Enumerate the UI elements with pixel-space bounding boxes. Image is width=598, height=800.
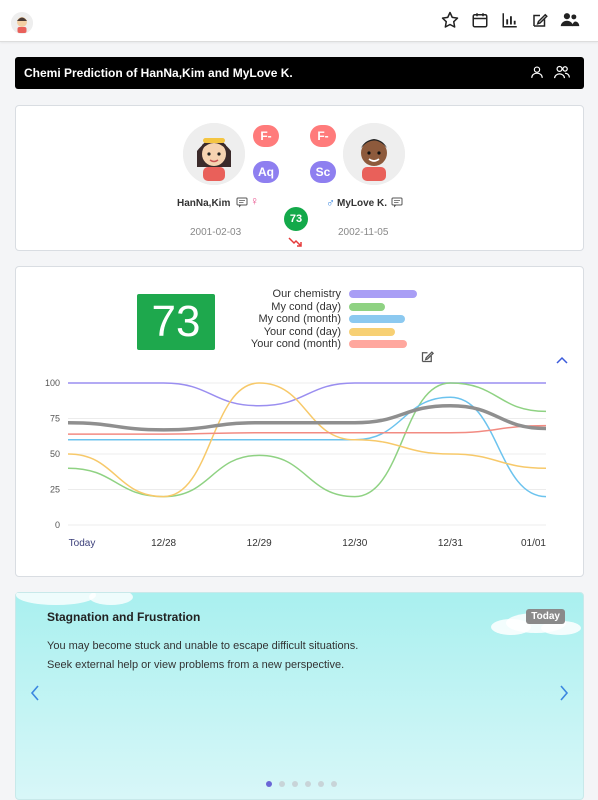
insight-line-2: Seek external help or view problems from… [47, 659, 345, 671]
legend-swatch [349, 290, 417, 298]
header-actions [440, 10, 580, 30]
carousel-dot[interactable] [318, 781, 324, 787]
insight-title: Stagnation and Frustration [47, 610, 201, 624]
insight-card: Stagnation and Frustration Today You may… [15, 592, 584, 800]
x-tick-label: Today [69, 538, 96, 549]
y-tick-label: 100 [45, 378, 60, 388]
person1-badge-2: Aq [253, 161, 279, 183]
y-tick-label: 25 [50, 485, 60, 495]
legend-swatch [349, 340, 407, 348]
person2-avatar [343, 123, 405, 185]
series-line-your-cond-month- [68, 424, 547, 435]
person2-badge-1: F- [310, 125, 336, 147]
user-avatar[interactable] [11, 12, 33, 34]
carousel-dot[interactable] [305, 781, 311, 787]
carousel-dot[interactable] [331, 781, 337, 787]
calendar-icon[interactable] [470, 10, 490, 30]
chemistry-chart-card: 73 Our chemistry My cond (day) My cond (mo… [15, 266, 584, 577]
x-tick-label: 12/31 [438, 538, 463, 549]
legend-label: Our chemistry [272, 288, 341, 300]
person2-birthdate: 2002-11-05 [338, 227, 389, 238]
title-actions [530, 65, 570, 84]
chemistry-score: 73 [137, 294, 215, 350]
edit-icon[interactable] [530, 10, 550, 30]
legend-swatch [349, 327, 395, 336]
person2-badge-2: Sc [310, 161, 336, 183]
chat-icon-2[interactable] [391, 195, 403, 213]
y-tick-label: 75 [50, 414, 60, 424]
match-score-badge: 73 [284, 207, 308, 231]
x-tick-label: 01/01 [521, 538, 546, 549]
x-tick-label: 12/29 [247, 538, 272, 549]
insight-text: You may become stuck and unable to escap… [47, 637, 358, 675]
next-arrow-icon[interactable] [559, 685, 569, 706]
prediction-title-bar: Chemi Prediction of HanNa,Kim and MyLove… [15, 57, 584, 89]
bar-chart-icon[interactable] [500, 10, 520, 30]
today-badge: Today [526, 609, 565, 624]
female-icon: ♀ [250, 194, 259, 208]
girl-face-icon [183, 123, 245, 185]
person1-birthdate: 2001-02-03 [190, 227, 242, 238]
edit-icon[interactable] [420, 349, 435, 369]
boy-face-icon [343, 123, 405, 185]
insight-line-1: You may become stuck and unable to escap… [47, 640, 359, 652]
chat-icon[interactable] [236, 195, 248, 213]
carousel-dot[interactable] [292, 781, 298, 787]
person-icon[interactable] [530, 65, 544, 84]
carousel-dot[interactable] [279, 781, 285, 787]
legend-label: Your cond (day) [263, 325, 341, 338]
chevron-up-icon[interactable] [556, 351, 568, 369]
match-card: F- Aq F- Sc HanNa,Kim ♀ 73 ♂ MyLove K. 2… [15, 105, 584, 251]
star-icon[interactable] [440, 10, 460, 30]
x-tick-label: 12/28 [151, 538, 176, 549]
legend-label: Your cond (month) [250, 338, 341, 350]
line-chart: 0 25 50 75 100 Today 12/28 12/29 12/30 12/31 01/01 [45, 378, 547, 549]
carousel-dot[interactable] [266, 781, 272, 787]
legend-label: My cond (month) [258, 313, 341, 325]
legend-swatch [349, 315, 405, 323]
male-icon: ♂ [326, 196, 335, 210]
y-tick-label: 50 [50, 449, 60, 459]
person1-badge-1: F- [253, 125, 279, 147]
carousel-dots [266, 781, 337, 787]
y-tick-label: 0 [55, 520, 60, 530]
x-tick-label: 12/30 [342, 538, 367, 549]
group-icon[interactable] [560, 10, 580, 30]
prev-arrow-icon[interactable] [30, 685, 40, 706]
legend-label: My cond (day) [271, 300, 341, 313]
person1-avatar [183, 123, 245, 185]
avatar-icon [11, 12, 33, 34]
series-line-average [67, 403, 547, 432]
people-icon[interactable] [554, 65, 570, 84]
trend-down-icon [288, 234, 302, 252]
top-bar [0, 0, 598, 42]
person2-name: MyLove K. [337, 198, 388, 209]
page-title: Chemi Prediction of HanNa,Kim and MyLove… [24, 66, 293, 80]
series-line-my-cond-month- [67, 396, 547, 498]
person1-name: HanNa,Kim [177, 198, 231, 209]
legend-swatch [349, 302, 385, 311]
series-line-your-cond-day- [67, 382, 547, 498]
